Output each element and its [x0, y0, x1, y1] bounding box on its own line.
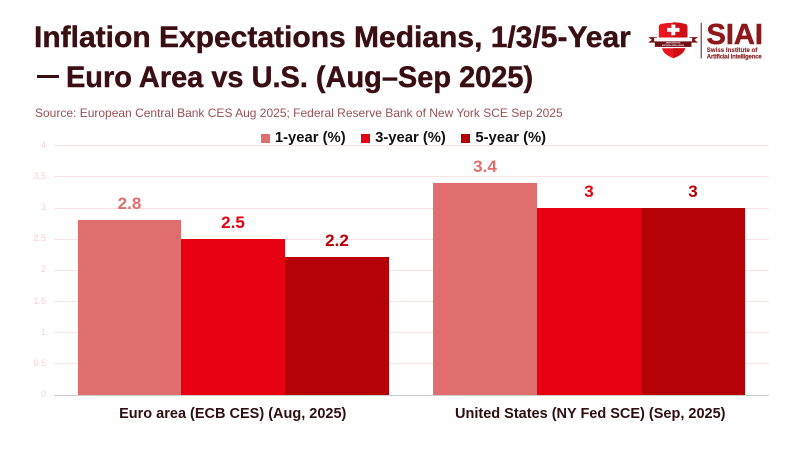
svg-text:Artificial Intelligence: Artificial Intelligence [707, 55, 763, 61]
svg-text:ARTIFICIAL INTELLIGENCE: ARTIFICIAL INTELLIGENCE [662, 44, 685, 47]
svg-text:SWISS INSTITUTE: SWISS INSTITUTE [666, 43, 682, 45]
svg-text:SIAI: SIAI [707, 19, 763, 51]
svg-text:Swiss Institute of: Swiss Institute of [707, 48, 759, 54]
